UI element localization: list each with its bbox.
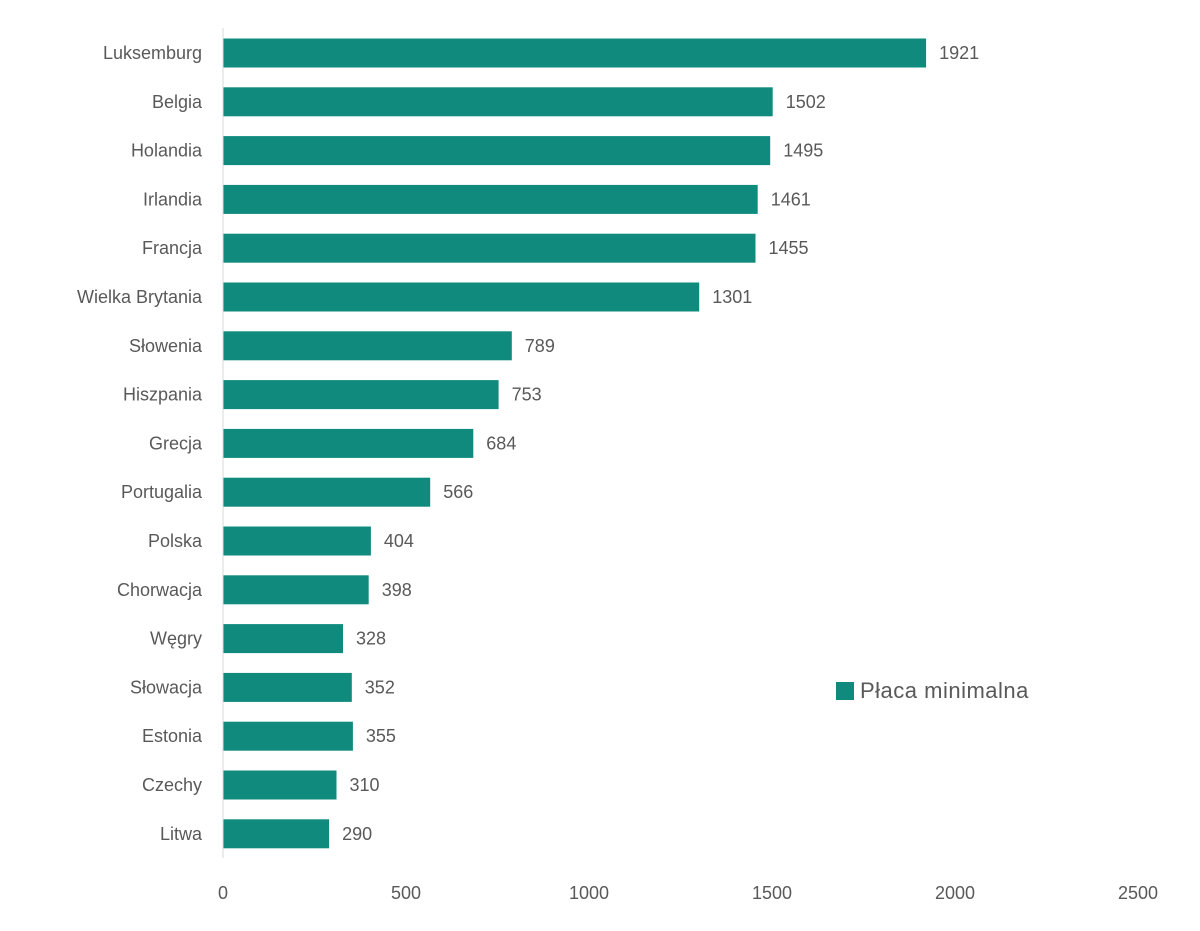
x-tick-label: 2500 [1118, 883, 1158, 903]
category-label: Litwa [160, 824, 203, 844]
data-label: 1301 [712, 287, 752, 307]
category-label: Czechy [142, 775, 202, 795]
category-label: Polska [148, 531, 203, 551]
bar [223, 819, 330, 849]
bar [223, 428, 474, 458]
data-label: 1455 [769, 238, 809, 258]
data-label: 1502 [786, 92, 826, 112]
x-tick-label: 1000 [569, 883, 609, 903]
data-label: 404 [384, 531, 414, 551]
bar [223, 282, 700, 312]
x-tick-label: 1500 [752, 883, 792, 903]
category-label: Wielka Brytania [77, 287, 203, 307]
data-label: 684 [486, 433, 516, 453]
bars-group [223, 38, 927, 849]
bar [223, 38, 927, 68]
data-label: 355 [366, 726, 396, 746]
bar [223, 331, 512, 361]
data-label: 1461 [771, 189, 811, 209]
legend-label: Płaca minimalna [860, 678, 1029, 703]
data-label: 352 [365, 677, 395, 697]
bar [223, 624, 343, 654]
bar [223, 477, 431, 507]
data-label: 328 [356, 629, 386, 649]
data-label: 753 [512, 385, 542, 405]
bar [223, 575, 369, 605]
data-label: 398 [382, 580, 412, 600]
x-tick-label: 500 [391, 883, 421, 903]
legend-swatch [836, 682, 854, 700]
data-label: 566 [443, 482, 473, 502]
category-label: Francja [142, 238, 203, 258]
bar [223, 721, 353, 751]
x-tick-label: 2000 [935, 883, 975, 903]
category-label: Hiszpania [123, 385, 203, 405]
bar [223, 770, 337, 800]
category-label: Chorwacja [117, 580, 203, 600]
data-label: 310 [350, 775, 380, 795]
category-label: Portugalia [121, 482, 203, 502]
category-label: Belgia [152, 92, 203, 112]
data-label: 290 [342, 824, 372, 844]
category-label: Węgry [150, 629, 202, 649]
data-label: 1495 [783, 141, 823, 161]
data-label: 1921 [939, 43, 979, 63]
category-labels-group: Luksemburg Belgia Holandia Irlandia Francja W… [77, 43, 203, 844]
category-label: Irlandia [143, 189, 203, 209]
legend: Płaca minimalna [836, 678, 1029, 704]
data-labels-group: 1921 1502 1495 1461 1455 1301 789 753 684 566 404 3… [342, 43, 979, 844]
category-label: Słowenia [129, 336, 203, 356]
category-label: Luksemburg [103, 43, 202, 63]
bar [223, 184, 758, 214]
bar [223, 233, 756, 263]
bar [223, 87, 773, 117]
bar [223, 136, 771, 166]
bar [223, 526, 371, 556]
category-label: Słowacja [130, 677, 203, 697]
data-label: 789 [525, 336, 555, 356]
x-tick-label: 0 [218, 883, 228, 903]
category-label: Estonia [142, 726, 203, 746]
category-label: Grecja [149, 433, 203, 453]
category-label: Holandia [131, 141, 203, 161]
x-tick-labels-group: 0 500 1000 1500 2000 2500 [218, 883, 1158, 903]
bar [223, 672, 352, 702]
bar [223, 380, 499, 410]
